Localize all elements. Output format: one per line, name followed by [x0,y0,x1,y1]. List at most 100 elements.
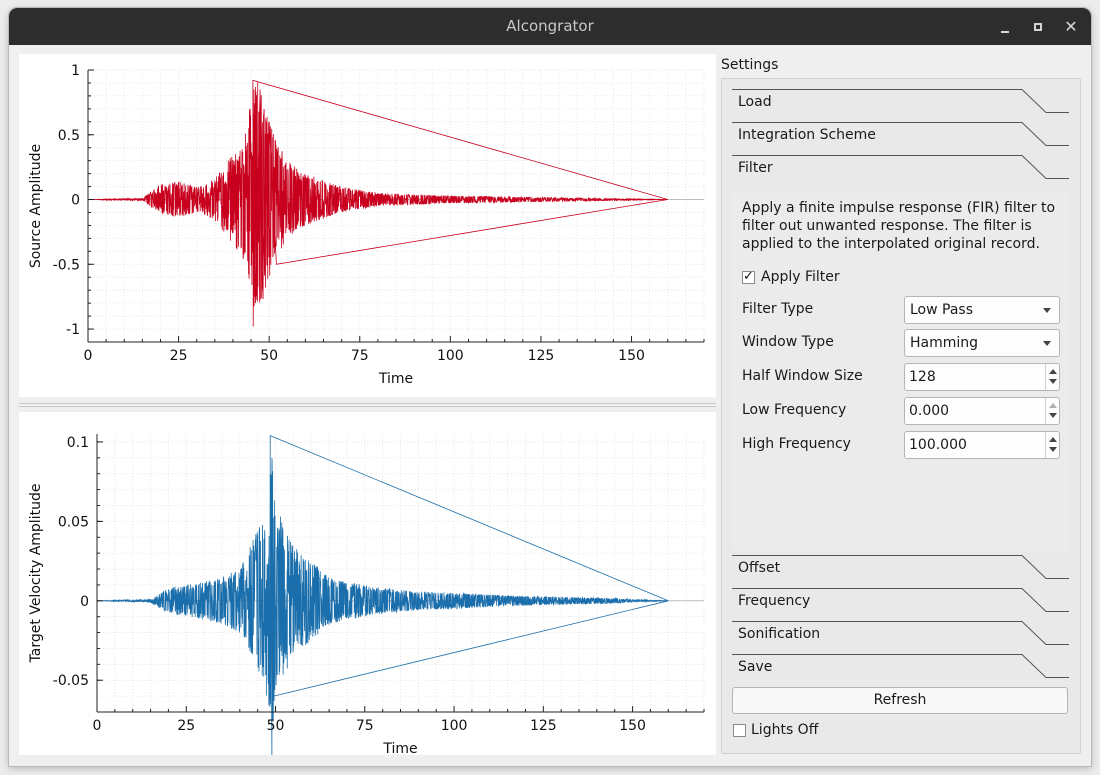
chevron-down-icon [1043,308,1051,313]
tab-offset-outline [732,555,1069,579]
main-window: Alcongrator ✕ 0 25 50 75 100 125 150 1 0.5 0 -0.5 -… [9,8,1091,766]
tab-filter-label: Filter [738,160,773,176]
spin-up-icon[interactable] [1049,437,1057,442]
spin-down-icon[interactable] [1049,413,1057,418]
window-type-select[interactable]: Hamming [904,329,1060,357]
tab-integration-scheme-label: Integration Scheme [738,127,876,143]
filter-type-value: Low Pass [910,302,973,318]
tab-sonification-outline [732,621,1069,645]
filter-description-line: applied to the interpolated original rec… [742,236,1040,252]
y-axis-label: Target Velocity Amplitude [28,484,44,664]
half-window-size-value: 128 [909,369,936,385]
x-axis-label: Time [382,741,417,755]
spin-up-icon[interactable] [1049,369,1057,374]
low-frequency-label: Low Frequency [742,402,847,418]
low-frequency-value: 0.000 [909,403,950,419]
tab-load-label: Load [738,94,772,110]
window-type-label: Window Type [742,334,834,350]
target-velocity-chart: 0 25 50 75 100 125 150 0.1 0.05 0 -0.05 Time Target … [28,434,705,755]
settings-title: Settings [721,57,779,73]
half-window-size-label: Half Window Size [742,368,863,384]
signal-series-line [97,434,669,755]
tab-load-outline [732,89,1069,113]
lights-off-checkbox[interactable] [733,724,746,737]
spin-buttons[interactable] [1045,432,1059,458]
spin-buttons[interactable] [1045,364,1059,390]
low-frequency-spinbox[interactable]: 0.000 [904,397,1060,425]
spin-down-icon[interactable] [1049,379,1057,384]
lights-off-label[interactable]: Lights Off [751,722,819,738]
x-tick-label: 25 [170,348,188,364]
y-tick-label: -0.5 [53,257,80,273]
signal-series-line [88,79,668,327]
window-title: Alcongrator [506,17,594,35]
tab-sonification[interactable]: Sonification [732,621,1072,649]
tab-offset[interactable]: Offset [732,555,1072,583]
grid-lines [96,434,705,713]
half-window-size-spinbox[interactable]: 128 [904,363,1060,391]
minimize-icon[interactable] [995,17,1015,37]
spin-down-icon[interactable] [1049,447,1057,452]
plot-splitter[interactable] [19,403,716,407]
maximize-icon[interactable] [1028,17,1048,37]
x-tick-label: 25 [177,718,195,734]
high-frequency-label: High Frequency [742,436,851,452]
filter-type-label: Filter Type [742,301,814,317]
tab-frequency-label: Frequency [738,593,811,609]
tab-sonification-label: Sonification [738,626,821,642]
tab-save-label: Save [738,659,773,675]
x-tick-label: 150 [619,718,646,734]
filter-description-line: Apply a finite impulse response (FIR) fi… [742,200,1056,216]
refresh-button[interactable]: Refresh [732,687,1068,714]
filter-type-select[interactable]: Low Pass [904,296,1060,324]
x-tick-label: 0 [84,348,93,364]
x-tick-label: 50 [267,718,285,734]
y-tick-label: 0.05 [58,514,89,530]
spin-buttons[interactable] [1045,398,1059,424]
y-axis-label: Source Amplitude [28,144,44,268]
y-tick-label: 1 [71,63,80,79]
tab-frequency[interactable]: Frequency [732,588,1072,616]
chevron-down-icon [1043,341,1051,346]
tab-integration-scheme[interactable]: Integration Scheme [732,122,1072,150]
window-type-value: Hamming [910,335,979,351]
high-frequency-spinbox[interactable]: 100.000 [904,431,1060,459]
high-frequency-value: 100.000 [909,437,967,453]
tab-filter-outline [732,155,1069,179]
x-tick-label: 125 [528,348,555,364]
x-tick-label: 125 [530,718,557,734]
tab-offset-label: Offset [738,560,781,576]
x-tick-label: 100 [437,348,464,364]
source-amplitude-plot[interactable]: 0 25 50 75 100 125 150 1 0.5 0 -0.5 -1 Time Source Am… [19,54,716,397]
y-tick-label: -0.05 [53,673,89,689]
y-tick-label: 0 [80,594,89,610]
filter-description: Apply a finite impulse response (FIR) fi… [742,199,1062,253]
x-tick-label: 50 [260,348,278,364]
filter-panel: Apply a finite impulse response (FIR) fi… [732,191,1069,551]
apply-filter-label[interactable]: Apply Filter [761,269,840,285]
apply-filter-checkbox[interactable] [742,269,755,284]
x-tick-label: 100 [441,718,468,734]
title-bar: Alcongrator ✕ [9,8,1091,45]
tab-save-outline [732,654,1069,678]
spin-up-icon[interactable] [1049,403,1057,408]
target-velocity-plot[interactable]: 0 25 50 75 100 125 150 0.1 0.05 0 -0.05 Time Target … [19,412,716,755]
tab-filter[interactable]: Filter [732,155,1072,183]
x-tick-label: 150 [618,348,645,364]
x-tick-label: 75 [351,348,369,364]
source-amplitude-chart: 0 25 50 75 100 125 150 1 0.5 0 -0.5 -1 Time Source Am… [28,63,705,387]
tab-integration-outline [732,122,1069,146]
tab-load[interactable]: Load [732,89,1072,117]
y-tick-label: 0 [71,193,80,209]
x-tick-label: 75 [356,718,374,734]
settings-panel: Load Integration Scheme Filter Apply a f… [721,78,1081,754]
x-axis-label: Time [378,371,413,387]
filter-description-line: filter out unwanted response. The filter… [742,218,1032,234]
tab-save[interactable]: Save [732,654,1072,682]
y-tick-label: -1 [66,322,80,338]
y-tick-label: 0.1 [67,435,89,451]
x-tick-label: 0 [93,718,102,734]
tab-frequency-outline [732,588,1069,612]
close-icon[interactable]: ✕ [1064,17,1078,36]
y-tick-label: 0.5 [58,128,80,144]
